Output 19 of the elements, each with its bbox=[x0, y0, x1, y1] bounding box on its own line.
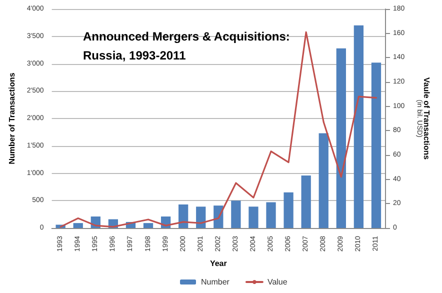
bar bbox=[318, 133, 328, 228]
bar bbox=[354, 25, 364, 228]
bar bbox=[371, 62, 382, 228]
bar bbox=[178, 204, 188, 228]
line-series bbox=[60, 31, 378, 228]
bar bbox=[266, 202, 276, 228]
legend-label: Number bbox=[201, 278, 230, 286]
x-axis-title: Year bbox=[210, 258, 227, 268]
bar bbox=[231, 200, 241, 228]
bar bbox=[284, 192, 294, 228]
bar bbox=[336, 48, 346, 228]
y-axis-title: Number of Transactions bbox=[8, 72, 16, 164]
bar bbox=[196, 206, 206, 228]
bar bbox=[73, 223, 83, 228]
text: Announced Mergers & Acquisitions: Russia, 1993-2011 bbox=[83, 30, 290, 62]
bar bbox=[301, 175, 311, 228]
legend-label: Value bbox=[267, 278, 288, 286]
bar bbox=[248, 206, 258, 228]
bar bbox=[143, 223, 154, 228]
